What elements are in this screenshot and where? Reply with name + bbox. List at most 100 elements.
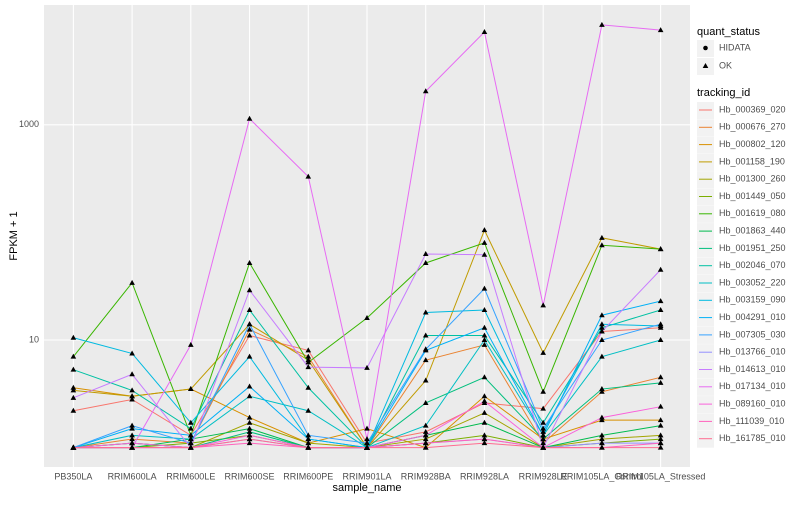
point xyxy=(599,388,605,394)
point xyxy=(599,328,605,334)
legend-label: Hb_007305_030 xyxy=(719,329,786,339)
point xyxy=(422,259,429,265)
point xyxy=(129,396,135,402)
point xyxy=(364,364,370,370)
point xyxy=(305,364,312,370)
point xyxy=(246,115,253,121)
x-tick-label: RRIM600PE xyxy=(283,471,333,481)
x-tick-label: RRIM600LE xyxy=(166,471,215,481)
point xyxy=(246,332,253,338)
legend-label: Hb_089160_010 xyxy=(719,398,786,408)
point xyxy=(599,321,605,327)
point xyxy=(657,379,664,385)
point xyxy=(540,388,546,394)
point xyxy=(481,374,488,380)
x-tick-label: RRIM928LE xyxy=(519,471,568,481)
legend-label: Hb_003052_220 xyxy=(719,277,786,287)
point xyxy=(657,440,664,446)
point xyxy=(657,298,664,304)
point xyxy=(422,444,429,450)
point xyxy=(481,341,488,347)
point xyxy=(422,251,429,257)
x-tick-label: RRIM928LA xyxy=(460,471,509,481)
legend-label: Hb_004291_010 xyxy=(719,312,786,322)
legend-label: Hb_001158_190 xyxy=(719,156,785,166)
point xyxy=(422,332,429,338)
point xyxy=(481,307,488,313)
point xyxy=(422,422,429,428)
point xyxy=(599,242,605,248)
point xyxy=(599,234,605,240)
point xyxy=(599,324,605,330)
point xyxy=(599,417,605,423)
point xyxy=(188,341,194,347)
point xyxy=(540,428,546,434)
point xyxy=(481,285,488,291)
legend-label: Hb_000802_120 xyxy=(719,139,786,149)
point xyxy=(305,347,312,353)
legend-symbol xyxy=(703,45,708,51)
point xyxy=(305,432,312,438)
point xyxy=(657,246,664,252)
point xyxy=(599,444,605,450)
point xyxy=(188,386,194,392)
point xyxy=(305,444,312,450)
point xyxy=(246,353,253,359)
legend-label: Hb_014613_010 xyxy=(719,364,786,374)
point xyxy=(246,287,253,293)
point xyxy=(599,337,605,343)
x-tick-label: PB350LA xyxy=(54,471,92,481)
point xyxy=(540,444,546,450)
point xyxy=(481,28,488,34)
point xyxy=(305,359,312,365)
point xyxy=(422,399,429,405)
point xyxy=(246,432,253,438)
point xyxy=(657,337,664,343)
point xyxy=(305,353,312,359)
x-tick-label: RRIM600LA xyxy=(108,471,157,481)
point xyxy=(657,321,664,327)
point xyxy=(540,432,546,438)
legend-label: HIDATA xyxy=(719,42,751,52)
point xyxy=(657,266,664,272)
legend-label: OK xyxy=(719,60,732,70)
point xyxy=(305,384,312,390)
point xyxy=(481,332,488,338)
point xyxy=(657,374,664,380)
point xyxy=(422,440,429,446)
point xyxy=(188,425,194,431)
point xyxy=(246,425,253,431)
point xyxy=(129,444,135,450)
legend-label: Hb_013766_010 xyxy=(719,347,786,357)
point xyxy=(70,353,77,359)
point xyxy=(422,436,429,442)
point xyxy=(540,440,546,446)
point xyxy=(188,419,194,425)
point xyxy=(540,419,546,425)
point xyxy=(129,350,135,356)
legend-label: Hb_001863_440 xyxy=(719,225,786,235)
point xyxy=(657,444,664,450)
x-axis-title: sample_name xyxy=(332,482,401,494)
legend-label: Hb_001619_080 xyxy=(719,208,786,218)
legend-label: Hb_000369_020 xyxy=(719,104,786,114)
point xyxy=(422,88,429,94)
point xyxy=(422,377,429,383)
point xyxy=(657,422,664,428)
point xyxy=(188,432,194,438)
point xyxy=(246,393,253,399)
point xyxy=(599,432,605,438)
point xyxy=(188,440,194,446)
point xyxy=(657,432,664,438)
point xyxy=(129,436,135,442)
legend-symbol xyxy=(702,63,709,68)
point xyxy=(657,417,664,423)
point xyxy=(422,432,429,438)
y-tick-label: 1000 xyxy=(19,119,39,129)
point xyxy=(246,321,253,327)
point xyxy=(481,337,488,343)
legend-label: Hb_003159_090 xyxy=(719,295,786,305)
legend-label: Hb_161785_010 xyxy=(719,433,786,443)
point xyxy=(70,387,77,393)
point xyxy=(246,259,253,265)
